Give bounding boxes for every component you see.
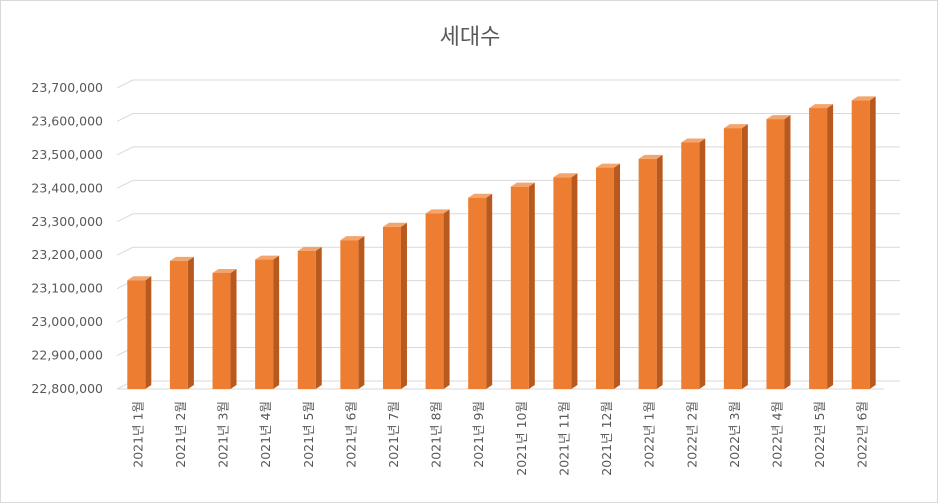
- y-tick-label: 23,700,000: [31, 80, 103, 95]
- y-tick-label: 23,600,000: [31, 113, 103, 128]
- gridline-join: [116, 179, 134, 189]
- y-tick-label: 23,000,000: [31, 314, 103, 329]
- bar-side: [528, 182, 535, 389]
- y-tick-label: 23,100,000: [31, 281, 103, 296]
- bar: [468, 197, 487, 389]
- x-tick-label: 2021년 7월: [386, 401, 401, 468]
- bar-top: [340, 236, 365, 241]
- bar-side: [145, 276, 152, 389]
- bar-side: [656, 154, 663, 389]
- y-tick-label: 23,200,000: [31, 247, 103, 262]
- bar-side: [187, 256, 194, 389]
- bar-side: [741, 124, 748, 389]
- y-tick-label: 22,800,000: [31, 381, 103, 396]
- bar-side: [400, 222, 407, 389]
- x-tick-label: 2022년 4월: [769, 401, 784, 468]
- y-tick-label: 22,900,000: [31, 348, 103, 363]
- bar: [638, 158, 657, 389]
- bar: [723, 128, 742, 389]
- bar-side: [827, 104, 834, 390]
- x-tick-label: 2021년 5월: [301, 401, 316, 468]
- bar-top: [809, 104, 834, 109]
- bar-top: [212, 268, 237, 273]
- bar: [297, 250, 316, 389]
- bar-side: [443, 209, 450, 389]
- bar-top: [681, 138, 706, 143]
- gridline-join: [116, 246, 134, 256]
- y-tick-label: 23,300,000: [31, 214, 103, 229]
- bar-top: [255, 255, 280, 260]
- bar: [681, 142, 700, 389]
- bar-side: [486, 193, 493, 389]
- bar: [340, 240, 359, 389]
- bar: [766, 119, 785, 389]
- x-tick-label: 2021년 6월: [343, 401, 358, 468]
- x-tick-label: 2021년 11월: [556, 401, 571, 476]
- bar-side: [699, 138, 706, 389]
- bar: [851, 100, 870, 389]
- x-tick-label: 2021년 10월: [514, 401, 529, 476]
- x-tick-label: 2022년 1월: [642, 401, 657, 468]
- bar-top: [127, 276, 152, 281]
- bar-side: [784, 115, 791, 389]
- bar: [255, 259, 274, 389]
- bar-side: [273, 255, 280, 389]
- x-tick-label: 2021년 12월: [599, 401, 614, 476]
- x-tick-label: 2022년 5월: [812, 401, 827, 468]
- x-tick-label: 2022년 2월: [684, 401, 699, 468]
- bar-side: [869, 96, 876, 389]
- bar-top: [468, 193, 493, 198]
- y-tick-label: 23,400,000: [31, 180, 103, 195]
- bar-top: [596, 163, 621, 168]
- bar-top: [766, 115, 791, 120]
- bar-top: [723, 124, 748, 129]
- x-tick-label: 2021년 9월: [471, 401, 486, 468]
- bar: [169, 260, 188, 389]
- bar: [212, 272, 231, 389]
- bar-top: [297, 246, 322, 251]
- bar-side: [315, 246, 322, 389]
- bar-top: [510, 182, 535, 187]
- bar-side: [358, 236, 365, 389]
- bar: [809, 108, 828, 390]
- gridline-join: [116, 112, 134, 122]
- bar-top: [425, 209, 450, 214]
- x-tick-label: 2022년 3월: [727, 401, 742, 468]
- x-tick-label: 2021년 3월: [216, 401, 231, 468]
- bar-side: [571, 173, 578, 389]
- chart-title: 세대수: [439, 25, 501, 50]
- gridline-join: [116, 213, 134, 223]
- gridline-join: [116, 79, 134, 89]
- bar-top: [638, 154, 663, 159]
- bar-top: [851, 96, 876, 101]
- bar-top: [169, 256, 194, 261]
- bar-side: [614, 163, 621, 389]
- bar-top: [382, 222, 407, 227]
- bar: [382, 226, 401, 389]
- x-tick-label: 2021년 8월: [429, 401, 444, 468]
- x-tick-label: 2021년 2월: [173, 401, 188, 468]
- bar: [127, 280, 146, 389]
- y-tick-label: 23,500,000: [31, 147, 103, 162]
- x-tick-label: 2022년 6월: [855, 401, 870, 468]
- gridline-join: [116, 146, 134, 156]
- x-tick-label: 2021년 1월: [130, 401, 145, 468]
- bar: [510, 186, 529, 389]
- bar: [425, 213, 444, 389]
- bar-side: [230, 268, 237, 389]
- bar: [596, 167, 615, 389]
- bar-top: [553, 173, 578, 178]
- x-tick-label: 2021년 4월: [258, 401, 273, 468]
- bar: [553, 177, 572, 389]
